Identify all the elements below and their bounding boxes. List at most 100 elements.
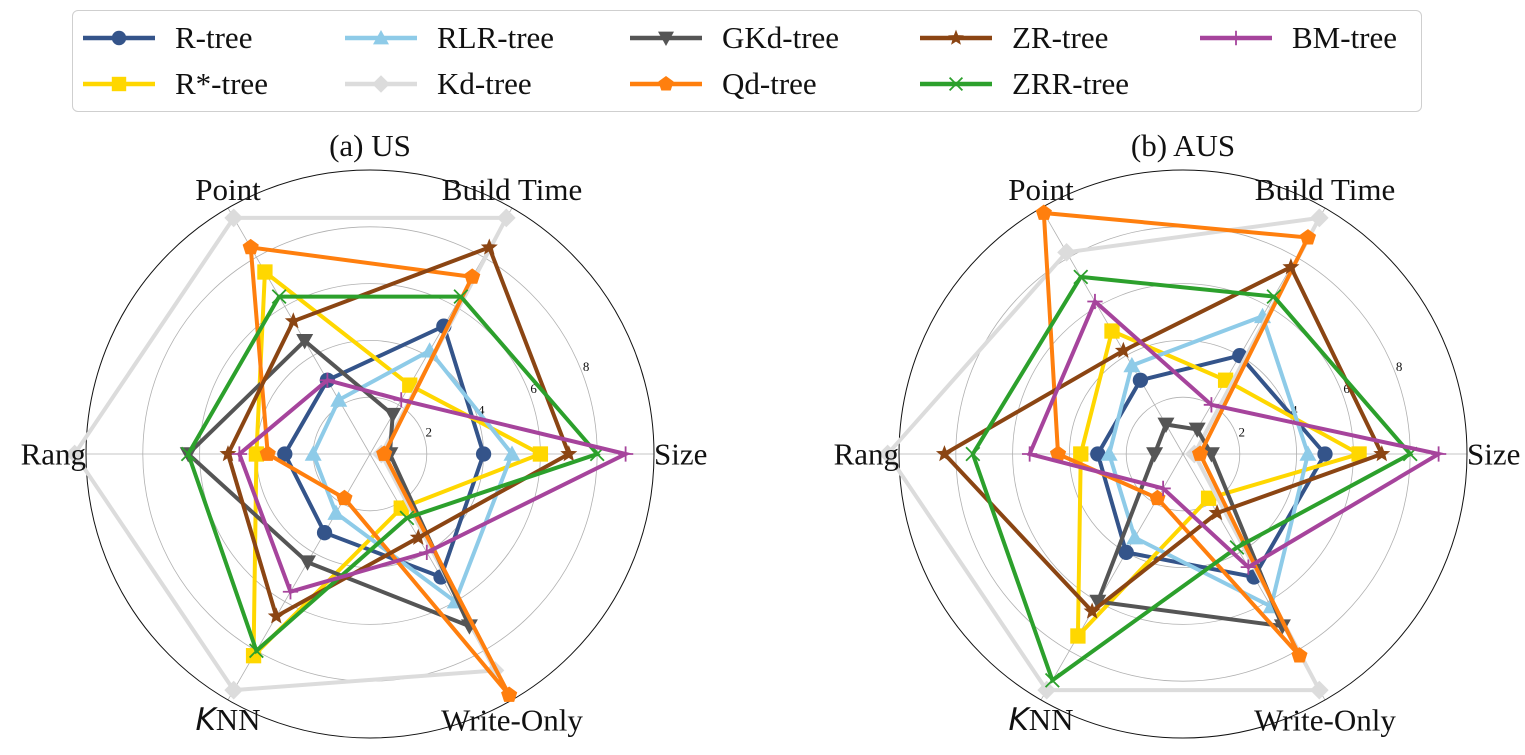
- data-point-rlr-tree-range: [1100, 445, 1118, 461]
- series-zr-tree: [219, 238, 578, 624]
- data-point-bm-tree-point: [1087, 293, 1103, 310]
- data-point-gkd-tree-point: [296, 334, 314, 350]
- data-point-qd-tree-knn: [1149, 489, 1166, 506]
- legend: R-tree RLR-tree GKd-tree ZR-tree BM-tree R*-t…: [72, 10, 1422, 112]
- legend-marker-bm-tree: [1228, 30, 1244, 46]
- data-point-rstar-tree-point: [257, 264, 273, 280]
- data-point-rstar-tree-knn: [1070, 628, 1086, 644]
- legend-swatch-bm-tree: [1200, 30, 1272, 46]
- data-point-bm-tree-size: [617, 446, 634, 462]
- data-point-kd-tree-build-time: [1309, 208, 1329, 228]
- legend-label: R*-tree: [175, 66, 268, 101]
- chart-title: (a) US: [329, 128, 411, 163]
- data-point-zr-tree-write-only: [409, 528, 427, 545]
- data-point-zrr-tree-range: [180, 446, 196, 462]
- legend-swatch-r-tree: [83, 30, 155, 46]
- data-point-zr-tree-build-time: [1282, 258, 1300, 275]
- data-point-rstar-tree-write-only: [1200, 490, 1217, 506]
- series-line-rlr-tree: [1107, 313, 1311, 610]
- chart-title: (b) AUS: [1131, 128, 1235, 163]
- data-point-bm-tree-build-time: [393, 392, 409, 408]
- data-point-qd-tree-knn: [336, 489, 353, 506]
- series-bm-tree: [1021, 293, 1447, 575]
- legend-item-rstar-tree: R*-tree: [81, 64, 268, 104]
- data-point-qd-tree-range: [259, 445, 276, 461]
- data-point-zr-tree-size: [1373, 445, 1391, 462]
- legend-label: R-tree: [175, 20, 253, 55]
- series-line-bm-tree: [236, 378, 632, 595]
- legend-swatch-zrr-tree: [920, 76, 992, 92]
- legend-label: BM-tree: [1292, 20, 1398, 55]
- data-point-zr-tree-knn: [267, 607, 285, 624]
- series-zr-tree: [935, 258, 1391, 619]
- axis-label-point: Point: [195, 172, 261, 207]
- data-point-kd-tree-point: [224, 208, 244, 228]
- data-point-bm-tree-knn: [1155, 480, 1171, 497]
- legend-item-r-tree: R-tree: [81, 18, 252, 58]
- data-point-rlr-tree-range: [304, 445, 322, 461]
- data-point-qd-tree-build-time: [1299, 229, 1317, 245]
- data-point-zr-tree-point: [1114, 341, 1132, 358]
- data-point-gkd-tree-knn: [299, 555, 317, 571]
- data-point-bm-tree-point: [319, 372, 336, 388]
- data-point-rlr-tree-knn: [327, 504, 345, 520]
- data-point-rlr-tree-size: [1299, 445, 1317, 461]
- legend-marker-rstar-tree: [111, 76, 127, 92]
- data-point-kd-tree-knn: [224, 680, 244, 700]
- series-qd-tree: [242, 238, 518, 702]
- axis-label-range: Rang: [834, 437, 899, 472]
- legend-item-gkd-tree: GKd-tree: [628, 18, 839, 58]
- axis-label-write-only: Write-Only: [441, 702, 583, 737]
- series-zrr-tree: [965, 269, 1418, 688]
- data-point-r-tree-point: [1132, 372, 1149, 388]
- axis-label-build-time: Build Time: [442, 172, 582, 207]
- data-point-kd-tree-point: [1057, 242, 1076, 262]
- axis-label-knn: KNN: [195, 702, 260, 738]
- data-point-qd-tree-size: [1191, 445, 1209, 461]
- legend-item-bm-tree: BM-tree: [1198, 18, 1397, 58]
- data-point-rstar-tree-size: [1351, 446, 1367, 462]
- legend-label: RLR-tree: [437, 20, 555, 55]
- legend-swatch-kd-tree: [345, 75, 417, 93]
- data-point-zrr-tree-knn: [1044, 672, 1060, 688]
- series-rstar-tree: [245, 264, 549, 664]
- data-point-bm-tree-write-only: [419, 544, 435, 561]
- legend-swatch-qd-tree: [630, 76, 702, 91]
- outer-frame: [898, 169, 1468, 739]
- data-point-r-tree-knn: [1118, 544, 1134, 561]
- legend-marker-zrr-tree: [948, 76, 964, 92]
- tick-label: 4: [478, 403, 485, 418]
- data-point-gkd-tree-build-time: [1188, 422, 1206, 438]
- axis-label-size: Size: [654, 437, 707, 472]
- legend-label: Qd-tree: [722, 66, 817, 101]
- axis-label-knn: KNN: [1008, 702, 1073, 738]
- data-point-bm-tree-range: [1021, 446, 1038, 462]
- series-bm-tree: [231, 372, 634, 600]
- data-point-r-tree-size: [1317, 446, 1333, 462]
- data-point-qd-tree-write-only: [501, 686, 518, 702]
- radar-chart-1: 2 4 6 8 Size Build Time Point Rang KNN Write-Only…: [21, 128, 707, 739]
- data-point-bm-tree-size: [1430, 446, 1447, 462]
- data-point-kd-tree-knn: [1037, 680, 1057, 700]
- axis-label-build-time: Build Time: [1255, 172, 1395, 207]
- data-point-gkd-tree-range: [1146, 447, 1164, 463]
- data-point-r-tree-knn: [316, 525, 333, 541]
- legend-marker-rlr-tree: [373, 30, 389, 45]
- data-point-kd-tree-write-only: [1309, 680, 1329, 700]
- data-point-kd-tree-range: [878, 444, 897, 464]
- legend-item-zr-tree: ZR-tree: [918, 18, 1108, 58]
- legend-label: ZRR-tree: [1012, 66, 1130, 101]
- legend-marker-zr-tree: [948, 29, 964, 45]
- series-qd-tree: [1035, 204, 1317, 663]
- legend-label: Kd-tree: [437, 66, 532, 101]
- tick-label: 6: [530, 381, 537, 396]
- data-point-r-tree-range: [1090, 446, 1106, 462]
- axis-label-point: Point: [1008, 172, 1074, 207]
- legend-item-kd-tree: Kd-tree: [343, 64, 532, 104]
- data-point-zr-tree-build-time: [480, 238, 498, 255]
- data-point-zr-tree-write-only: [1208, 504, 1226, 521]
- legend-swatch-zr-tree: [920, 29, 992, 45]
- legend-marker-gkd-tree: [658, 31, 674, 46]
- data-point-qd-tree-range: [1049, 445, 1067, 461]
